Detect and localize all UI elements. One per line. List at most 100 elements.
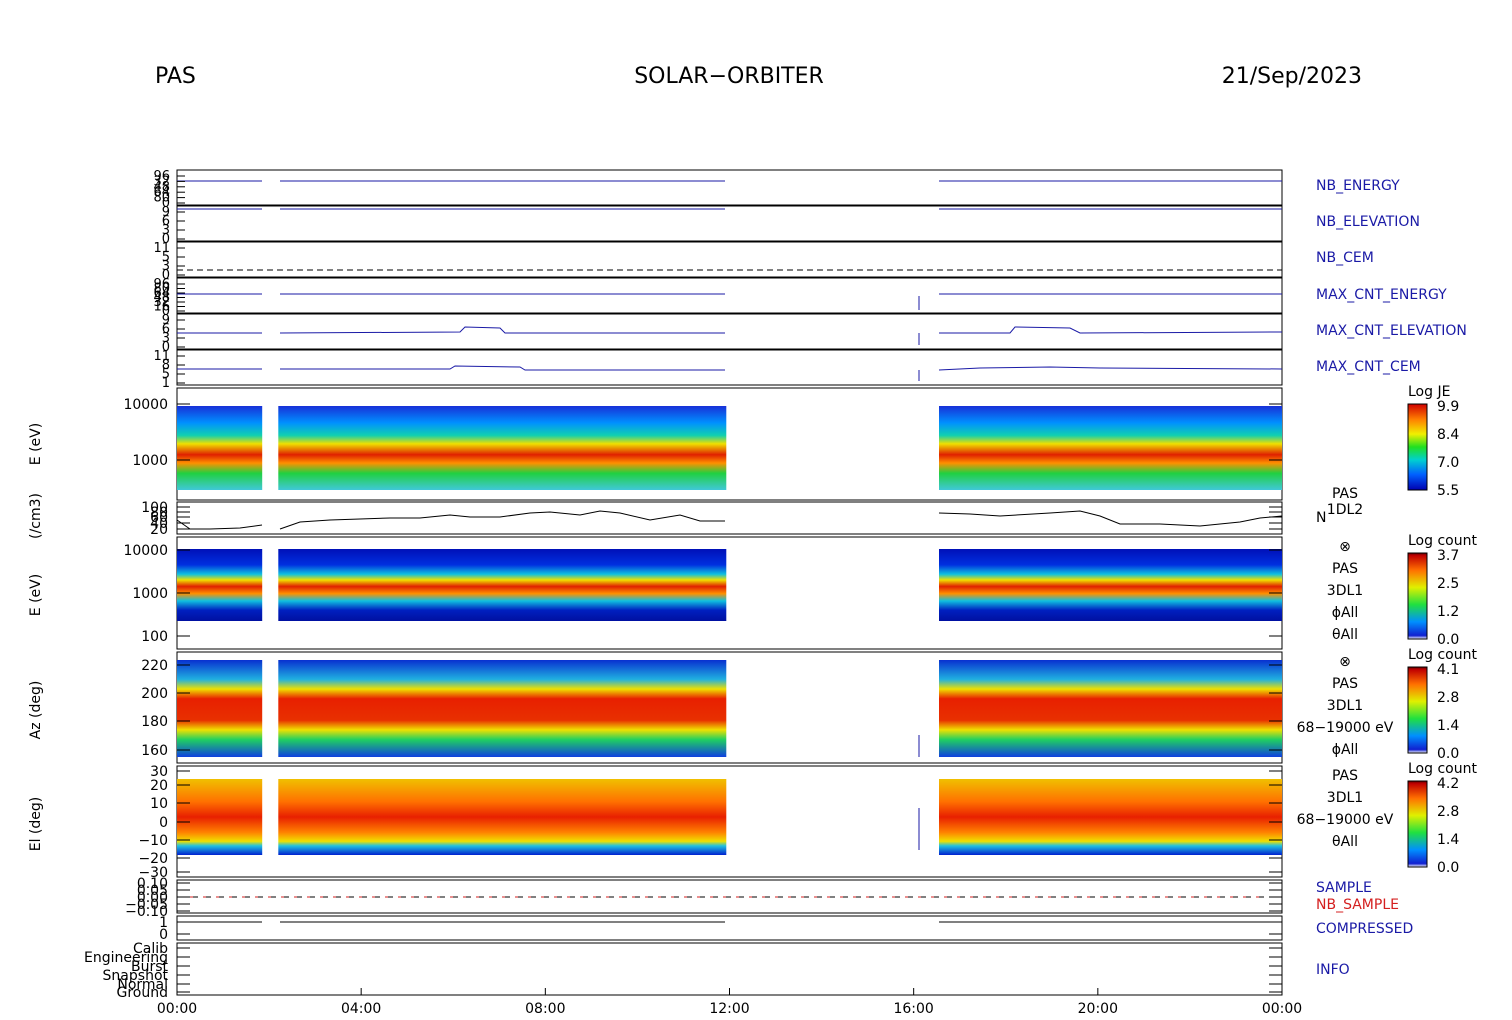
elevation-spectrogram-label-4: θAll [1332, 834, 1358, 850]
energy-spectrogram-counts-label-2: PAS [1332, 561, 1358, 577]
density-trace [176, 510, 1283, 530]
max-cnt-elevation-tick-3: 3 [162, 331, 170, 346]
max-cnt-energy-tick-4: 48 [153, 291, 170, 306]
azimuth-spectrogram-label-4: 68−19000 eV [1297, 720, 1394, 736]
energy-je-spectrogram [177, 406, 1282, 490]
max-cnt-energy-name: MAX_CNT_ENERGY [1316, 287, 1447, 303]
elevation-spectrogram-colorbar-tick-4: 0.0 [1437, 860, 1459, 876]
elevation-spectrogram [177, 779, 1282, 855]
max-cnt-energy-tick-1: 96 [153, 277, 170, 292]
nb-elevation-frame [176, 205, 1283, 242]
x-tick-6: 20:00 [1078, 1001, 1118, 1017]
energy-spectrogram-je-colorbar-tick-4: 5.5 [1437, 483, 1459, 499]
info-ytick-2: Engineering [84, 950, 168, 966]
nb-elevation-tick-2: 6 [162, 214, 170, 229]
density-frame [176, 501, 1283, 535]
colorbar-e-counts [1407, 552, 1428, 640]
sample-ytick-5: −0.10 [125, 904, 168, 920]
energy-spectrogram-je-ytick-2: 1000 [132, 453, 168, 469]
energy-spectrogram-je-block-1 [177, 406, 263, 490]
density-label-2: 1DL2 [1327, 502, 1363, 518]
density-ylabel: (/cm3) [28, 493, 44, 539]
colorbar-az-counts [1407, 666, 1428, 754]
sample-name-1: SAMPLE [1316, 880, 1372, 896]
azimuth-spectrogram-colorbar-tick-2: 2.8 [1437, 690, 1459, 706]
elevation-spectrogram-ytick-5: −10 [138, 833, 168, 849]
density-ytick-4: 40 [150, 516, 168, 532]
elevation-spectrogram-colorbar-title: Log count [1408, 761, 1477, 777]
density-ytick-5: 20 [150, 522, 168, 538]
nb-energy-tick-1: 96 [153, 169, 170, 184]
energy-spectrogram-counts-ylabel: E (eV) [28, 574, 44, 616]
max-cnt-cem-name: MAX_CNT_CEM [1316, 359, 1421, 375]
nb-cem-tick-4: 0 [162, 268, 170, 283]
info-name: INFO [1316, 962, 1350, 978]
max-cnt-cem-tick-3: 5 [162, 367, 170, 382]
elevation-spectrogram-ytick-1: 30 [150, 764, 168, 780]
x-tick-7: 00:00 [1262, 1001, 1302, 1017]
max-cnt-elevation-name: MAX_CNT_ELEVATION [1316, 323, 1467, 339]
azimuth-spectrogram-label-2: PAS [1332, 676, 1358, 692]
elevation-spectrogram-block-3 [939, 779, 1282, 855]
max-cnt-cem-trace [177, 365, 1283, 371]
max-cnt-energy-tick-5: 32 [153, 295, 170, 310]
nb-energy-tick-2: 32 [153, 174, 170, 189]
elevation-spectrogram-colorbar-tick-1: 4.2 [1437, 776, 1459, 792]
nb-energy-tick-3: 48 [153, 180, 170, 195]
max-cnt-energy-frame [176, 277, 1283, 314]
nb-cem-tick-3: 3 [162, 259, 170, 274]
info-ytick-3: Burst [131, 959, 169, 975]
compressed-ytick-2: 0 [159, 927, 168, 943]
compressed-ytick-1: 1 [159, 915, 168, 931]
energy-spectrogram-counts-colorbar-tick-4: 0.0 [1437, 632, 1459, 648]
max-cnt-elevation-tick-2: 6 [162, 322, 170, 337]
azimuth-spectrogram-block-1 [177, 660, 263, 757]
max-cnt-elevation-frame [176, 313, 1283, 350]
info-frame [176, 942, 1283, 996]
max-cnt-cem-tick-4: 1 [162, 376, 170, 391]
elevation-spectrogram-label-1: PAS [1332, 768, 1358, 784]
nb-energy-tick-4: 64 [153, 185, 170, 200]
energy-spectrogram-counts-block-2 [278, 549, 727, 621]
max-cnt-elevation-tick-4: 0 [162, 340, 170, 355]
azimuth-spectrogram-ytick-4: 160 [141, 743, 168, 759]
nb-elevation-tick-3: 3 [162, 223, 170, 238]
x-tick-3: 08:00 [525, 1001, 565, 1017]
azimuth-spectrogram [177, 660, 1282, 757]
nb-elevation-name: NB_ELEVATION [1316, 214, 1420, 230]
energy-spectrogram-je-block-3 [939, 406, 1282, 490]
max-cnt-energy-tick-7: 0 [162, 304, 170, 319]
energy-spectrogram-counts-colorbar-tick-2: 2.5 [1437, 576, 1459, 592]
energy-spectrogram-je-block-2 [278, 406, 727, 490]
elevation-spectrogram-label-3: 68−19000 eV [1297, 812, 1394, 828]
info-ytick-4: Snapshot [103, 968, 169, 984]
x-tick-2: 04:00 [341, 1001, 381, 1017]
azimuth-spectrogram-ytick-1: 220 [141, 658, 168, 674]
colorbar-je [1407, 403, 1428, 491]
energy-spectrogram-counts-ytick-1: 10000 [123, 543, 168, 559]
max-cnt-elevation-trace [177, 326, 1283, 334]
energy-spectrogram-counts-label-4: ϕAll [1332, 605, 1359, 621]
nb-energy-tick-6: 0 [162, 196, 170, 211]
nb-cem-tick-2: 5 [162, 250, 170, 265]
elevation-spectrogram-label-2: 3DL1 [1327, 790, 1363, 806]
elevation-spectrogram-ylabel: El (deg) [28, 797, 44, 852]
elevation-spectrogram-ytick-2: 20 [150, 778, 168, 794]
density-label-3: N [1316, 510, 1326, 526]
density-label-1: PAS [1332, 486, 1358, 502]
nb-elevation-tick-1: 9 [162, 205, 170, 220]
info-ytick-5: Normal [117, 977, 168, 993]
azimuth-spectrogram-ytick-2: 200 [141, 686, 168, 702]
compressed-name: COMPRESSED [1316, 921, 1413, 937]
max-cnt-elevation-tick-1: 9 [162, 313, 170, 328]
instrument-label: PAS [155, 64, 196, 89]
max-cnt-cem-frame [176, 349, 1283, 386]
sample-ytick-4: −0.05 [125, 897, 168, 913]
density-ytick-2: 80 [150, 505, 168, 521]
density-ytick-3: 60 [150, 510, 168, 526]
energy-spectrogram-counts-ytick-3: 100 [141, 629, 168, 645]
azimuth-spectrogram-colorbar-tick-3: 1.4 [1437, 718, 1459, 734]
mission-title: SOLAR−ORBITER [634, 64, 824, 89]
azimuth-spectrogram-ylabel: Az (deg) [28, 681, 44, 740]
energy-spectrogram-je-ytick-1: 10000 [123, 397, 168, 413]
